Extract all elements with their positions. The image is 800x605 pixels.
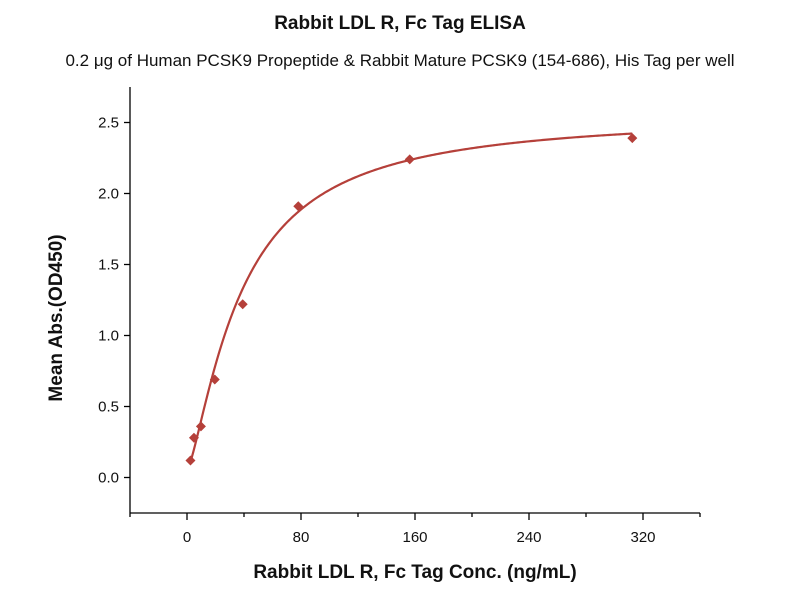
data-point-diamond (188, 432, 199, 443)
data-points (185, 133, 638, 466)
data-point-diamond (293, 201, 304, 212)
x-tick-label: 0 (183, 529, 191, 546)
data-point-diamond (627, 133, 638, 144)
y-tick-label: 2.0 (98, 186, 119, 203)
y-tick-label: 2.5 (98, 115, 119, 132)
x-ticks: 0 80 160 240 320 (129, 513, 701, 546)
data-point-diamond (237, 299, 248, 310)
data-point-diamond (185, 455, 196, 466)
data-point-diamond (404, 154, 415, 165)
y-ticks: 0.0 0.5 1.0 1.5 2.0 2.5 (98, 115, 130, 487)
y-tick-label: 0.5 (98, 399, 119, 416)
chart-subtitle: 0.2 μg of Human PCSK9 Propeptide & Rabbi… (65, 51, 734, 70)
chart-title: Rabbit LDL R, Fc Tag ELISA (274, 13, 526, 34)
y-tick-label: 1.0 (98, 328, 119, 345)
x-tick-label: 240 (516, 529, 541, 546)
y-tick-label: 0.0 (98, 470, 119, 487)
x-tick-label: 80 (293, 529, 310, 546)
y-axis-label: Mean Abs.(OD450) (46, 234, 67, 401)
x-tick-label: 160 (402, 529, 427, 546)
x-axis-label: Rabbit LDL R, Fc Tag Conc. (ng/mL) (253, 562, 576, 583)
y-tick-label: 1.5 (98, 257, 119, 274)
fit-curve (189, 132, 633, 463)
data-point-diamond (195, 421, 206, 432)
data-point-diamond (209, 374, 220, 385)
x-tick-label: 320 (630, 529, 655, 546)
